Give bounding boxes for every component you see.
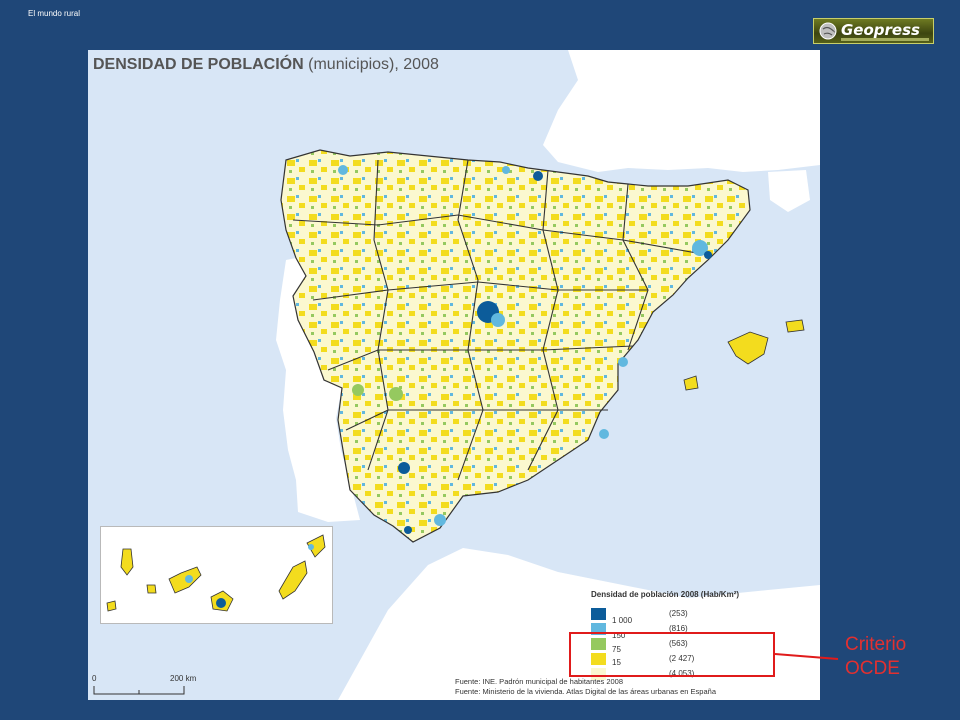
logo-text: Geopress bbox=[841, 21, 920, 39]
ocde-note-line2: OCDE bbox=[845, 658, 900, 679]
globe-icon bbox=[819, 22, 837, 40]
legend-threshold: 150 bbox=[612, 631, 626, 640]
density-blue-clusters bbox=[338, 165, 712, 534]
source-ministerio: Fuente: Ministerio de la vivienda. Atlas… bbox=[455, 687, 716, 696]
spain-mainland bbox=[280, 149, 751, 543]
scale-bar bbox=[93, 686, 185, 695]
legend-count: (563) bbox=[669, 639, 688, 648]
legend-swatch bbox=[591, 668, 606, 680]
region-borders bbox=[292, 159, 709, 481]
legend-count: (2 427) bbox=[669, 654, 695, 663]
map-title-rest: (municipios), 2008 bbox=[303, 56, 439, 73]
canary-islands-inset bbox=[100, 526, 333, 624]
scale-end-label: 200 km bbox=[170, 674, 197, 683]
legend-title: Densidad de población 2008 (Hab/Km²) bbox=[591, 590, 740, 599]
legend-threshold: 1 000 bbox=[612, 616, 633, 625]
legend-count: (4 053) bbox=[669, 669, 695, 678]
map-title: DENSIDAD DE POBLACIÓN (municipios), 2008 bbox=[93, 56, 439, 74]
corsica-land bbox=[768, 170, 810, 212]
map-title-main: DENSIDAD DE POBLACIÓN bbox=[93, 56, 304, 73]
ocde-note: Criterio OCDE bbox=[845, 633, 906, 681]
map-panel: DENSIDAD DE POBLACIÓN (municipios), 2008… bbox=[88, 50, 820, 700]
africa-land bbox=[338, 548, 820, 700]
legend-count: (816) bbox=[669, 624, 688, 633]
legend-threshold: 75 bbox=[612, 645, 621, 654]
ocde-note-line1: Criterio bbox=[845, 634, 907, 655]
legend-count: (253) bbox=[669, 609, 688, 618]
geopress-logo: Geopress bbox=[813, 18, 934, 44]
scale-start-label: 0 bbox=[92, 674, 97, 683]
slide-label: El mundo rural bbox=[28, 9, 81, 18]
legend-swatch bbox=[591, 638, 606, 650]
legend-threshold: 15 bbox=[612, 658, 621, 667]
ocde-highlight-box bbox=[569, 632, 775, 677]
portugal-land bbox=[276, 258, 360, 522]
legend-swatch bbox=[591, 608, 606, 620]
source-ine: Fuente: INE. Padrón municipal de habitan… bbox=[455, 677, 624, 686]
map-svg bbox=[93, 50, 820, 700]
legend-swatch bbox=[591, 653, 606, 665]
balearic-islands bbox=[683, 319, 805, 391]
france-land bbox=[543, 50, 820, 172]
canary-islands-svg bbox=[106, 534, 326, 612]
logo-underline bbox=[841, 38, 929, 41]
